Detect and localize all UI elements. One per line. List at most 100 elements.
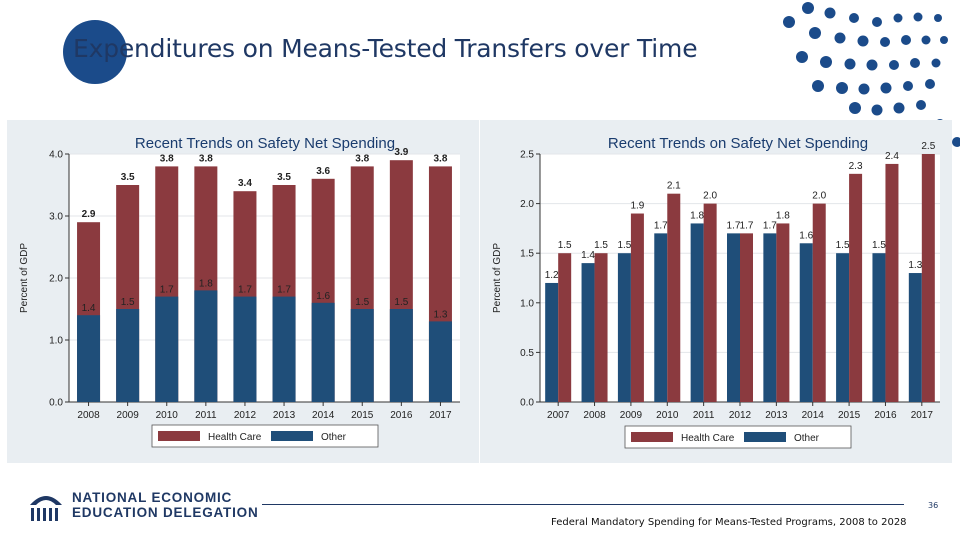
x-tick-label: 2014 [312, 410, 335, 421]
data-label-other: 1.4 [581, 250, 595, 261]
data-label-health-care: 3.8 [433, 153, 447, 164]
y-tick-label: 0.5 [520, 348, 534, 359]
y-axis-label: Percent of GDP [19, 243, 30, 313]
bar-health-care [776, 223, 790, 402]
x-tick-label: 2017 [911, 410, 934, 421]
x-tick-label: 2014 [802, 410, 825, 421]
x-tick-label: 2008 [583, 410, 606, 421]
data-label-health-care: 2.5 [921, 141, 935, 152]
bar-other [272, 296, 296, 402]
bar-health-care [885, 163, 899, 402]
y-tick-label: 3.0 [49, 212, 63, 223]
data-label-health-care: 3.8 [160, 153, 174, 164]
x-tick-label: 2016 [390, 410, 413, 421]
title-circle-decoration [63, 20, 127, 84]
data-label-other: 1.3 [908, 260, 922, 271]
data-label-health-care: 2.0 [812, 191, 826, 202]
data-label-other: 1.8 [199, 278, 213, 289]
bar-health-care [630, 213, 644, 402]
bar-other [194, 290, 218, 402]
data-label-health-care: 2.1 [667, 181, 681, 192]
data-label-other: 1.7 [727, 220, 741, 231]
logo-text-line2: EDUCATION DELEGATION [72, 505, 259, 520]
data-label-other: 1.5 [872, 240, 886, 251]
x-tick-label: 2008 [77, 410, 100, 421]
data-label-health-care: 1.8 [776, 210, 790, 221]
data-label-health-care: 3.6 [316, 166, 330, 177]
data-label-other: 1.5 [836, 240, 850, 251]
legend-label: Other [794, 433, 820, 444]
data-label-health-care: 3.9 [394, 147, 408, 158]
data-label-health-care: 1.5 [558, 240, 572, 251]
bar-other [428, 321, 452, 402]
x-tick-label: 2017 [429, 410, 452, 421]
data-label-health-care: 3.8 [355, 153, 369, 164]
data-label-other: 1.6 [316, 291, 330, 302]
legend-box [624, 425, 852, 449]
bar-health-care [703, 203, 717, 402]
bar-other [389, 309, 413, 402]
data-label-health-care: 3.5 [121, 172, 135, 183]
data-label-health-care: 2.9 [82, 209, 96, 220]
x-tick-label: 2009 [117, 410, 140, 421]
bar-other [727, 233, 740, 402]
x-tick-label: 2010 [656, 410, 679, 421]
x-tick-label: 2012 [729, 410, 752, 421]
chart-title: Recent Trends on Safety Net Spending [135, 135, 395, 152]
data-label-other: 1.8 [690, 210, 704, 221]
bar-other [311, 302, 335, 402]
data-label-health-care: 2.4 [885, 151, 899, 162]
y-tick-label: 1.0 [520, 298, 534, 309]
y-tick-label: 1.0 [49, 336, 63, 347]
chart-panel-stacked: Recent Trends on Safety Net Spending 0.0 1… [7, 120, 479, 463]
data-label-health-care: 3.5 [277, 172, 291, 183]
bar-other [799, 243, 813, 402]
y-tick-label: 2.5 [520, 150, 534, 161]
legend-label: Health Care [208, 432, 262, 443]
slide-title: Expenditures on Means-Tested Transfers o… [73, 34, 698, 63]
legend-swatch [271, 431, 313, 441]
bar-other [350, 309, 374, 402]
bar-other [690, 223, 704, 402]
bar-other [617, 253, 631, 402]
y-tick-label: 2.0 [49, 274, 63, 285]
legend-swatch [744, 432, 786, 442]
data-label-health-care: 1.5 [594, 240, 608, 251]
data-label-health-care: 3.4 [238, 178, 252, 189]
bar-health-care [667, 193, 681, 402]
bar-other [763, 233, 777, 402]
x-tick-label: 2010 [156, 410, 179, 421]
slide-caption: Federal Mandatory Spending for Means-Tes… [551, 517, 907, 528]
x-tick-label: 2013 [273, 410, 296, 421]
y-tick-label: 2.0 [520, 199, 534, 210]
chart-panel-grouped: Recent Trends on Safety Net Spending 0.0 0… [480, 120, 952, 463]
x-tick-label: 2013 [765, 410, 788, 421]
y-tick-label: 0.0 [49, 398, 63, 409]
bar-other [233, 296, 257, 402]
x-tick-label: 2009 [620, 410, 643, 421]
bar-other [654, 233, 668, 402]
page-number: 36 [928, 501, 939, 510]
bar-health-care [812, 203, 826, 402]
data-label-other: 1.5 [617, 240, 631, 251]
data-label-other: 1.7 [238, 285, 252, 296]
data-label-health-care: 2.3 [849, 161, 863, 172]
x-tick-label: 2011 [693, 410, 715, 421]
logo-text-line1: NATIONAL ECONOMIC [72, 490, 233, 505]
bar-health-care [921, 154, 935, 402]
bar-other [836, 253, 850, 402]
x-tick-label: 2012 [234, 410, 257, 421]
data-label-other: 1.2 [545, 270, 559, 281]
y-tick-label: 4.0 [49, 150, 63, 161]
bar-other [116, 309, 140, 402]
grouped-bar-chart: Recent Trends on Safety Net Spending 0.0 0… [492, 135, 940, 449]
legend-swatch [631, 432, 673, 442]
legend-label: Other [321, 432, 347, 443]
x-tick-label: 2016 [874, 410, 897, 421]
y-tick-label: 1.5 [520, 249, 534, 260]
data-label-other: 1.7 [654, 220, 668, 231]
legend-box [151, 424, 379, 448]
data-label-health-care: 1.7 [740, 220, 754, 231]
bar-other [908, 273, 922, 402]
data-label-health-care: 2.0 [703, 191, 717, 202]
